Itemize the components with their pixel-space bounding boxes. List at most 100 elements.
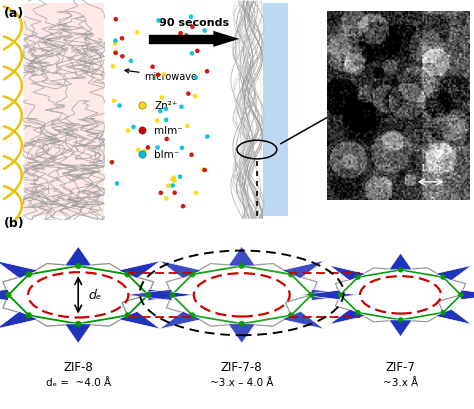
Point [188,152,195,159]
Polygon shape [159,261,202,279]
Bar [263,4,288,216]
Polygon shape [118,312,161,329]
Point [168,292,176,299]
Text: ZIF-8: ZIF-8 [64,360,93,373]
Point [238,263,246,270]
Text: Zn²⁺: Zn²⁺ [154,101,177,111]
Point [112,50,119,57]
Polygon shape [64,247,92,266]
Point [141,148,148,155]
Text: ZIF-7-8
membrane: ZIF-7-8 membrane [364,16,418,38]
Point [74,263,82,270]
Point [124,128,132,135]
Polygon shape [125,290,172,301]
Point [154,145,161,151]
Point [150,36,158,43]
Point [74,321,82,327]
Polygon shape [148,290,195,301]
Point [439,274,447,281]
Point [160,72,168,79]
Point [189,272,196,278]
Polygon shape [118,261,161,279]
Point [191,94,199,100]
Point [135,147,142,154]
Point [118,54,126,61]
Point [157,190,164,197]
Point [164,183,172,189]
Point [116,103,123,110]
Point [155,72,162,79]
Point [162,106,170,113]
Text: bIm⁻: bIm⁻ [154,150,179,160]
Point [109,64,117,70]
Point [287,272,295,278]
Polygon shape [0,261,38,279]
Point [154,118,161,125]
Text: (b): (b) [4,217,25,229]
Text: ~3.x – 4.0 Å: ~3.x – 4.0 Å [210,378,273,387]
Text: ZIF-7-8: ZIF-7-8 [221,360,263,373]
Point [112,50,119,56]
Polygon shape [300,290,340,300]
Polygon shape [435,309,472,325]
Point [112,17,119,23]
Point [158,95,165,101]
Point [189,25,196,31]
Point [138,127,146,134]
Point [149,64,156,71]
Text: ~3.x Å: ~3.x Å [383,378,418,387]
Polygon shape [389,254,412,270]
Point [193,48,201,55]
Point [163,136,171,143]
Polygon shape [0,312,38,329]
Point [111,41,119,48]
Point [354,274,362,281]
Point [200,167,207,173]
Text: (a): (a) [4,7,24,20]
Point [169,177,176,183]
Point [5,292,12,299]
Point [110,98,118,105]
Point [156,108,164,115]
Text: mIm⁻: mIm⁻ [154,125,183,135]
Point [308,292,315,299]
Point [25,312,33,319]
Point [203,69,211,75]
Point [178,145,186,152]
Point [337,292,344,299]
Point [130,124,137,131]
Point [439,310,447,316]
Point [176,174,184,180]
Point [155,18,163,25]
Polygon shape [329,266,366,281]
Point [188,51,196,57]
Text: dₑ =  ~4.0 Å: dₑ = ~4.0 Å [46,378,111,387]
Point [201,167,209,174]
Point [111,38,119,45]
Point [118,36,126,43]
Point [171,178,178,184]
Point [192,75,200,82]
Point [192,190,200,197]
Point [144,145,152,151]
Point [144,292,152,299]
Point [397,267,404,274]
Point [124,272,131,278]
Point [457,292,465,299]
Point [187,14,195,21]
Point [189,312,196,319]
Point [183,124,191,130]
Point [108,160,116,166]
Polygon shape [213,32,239,48]
Polygon shape [282,261,324,279]
Point [177,31,184,37]
Polygon shape [159,312,202,329]
Text: dₑ: dₑ [89,289,102,301]
Point [169,183,177,189]
Point [287,312,295,319]
Point [124,312,131,319]
Polygon shape [282,312,324,329]
Polygon shape [461,290,474,300]
Polygon shape [435,266,472,281]
Point [163,196,170,202]
